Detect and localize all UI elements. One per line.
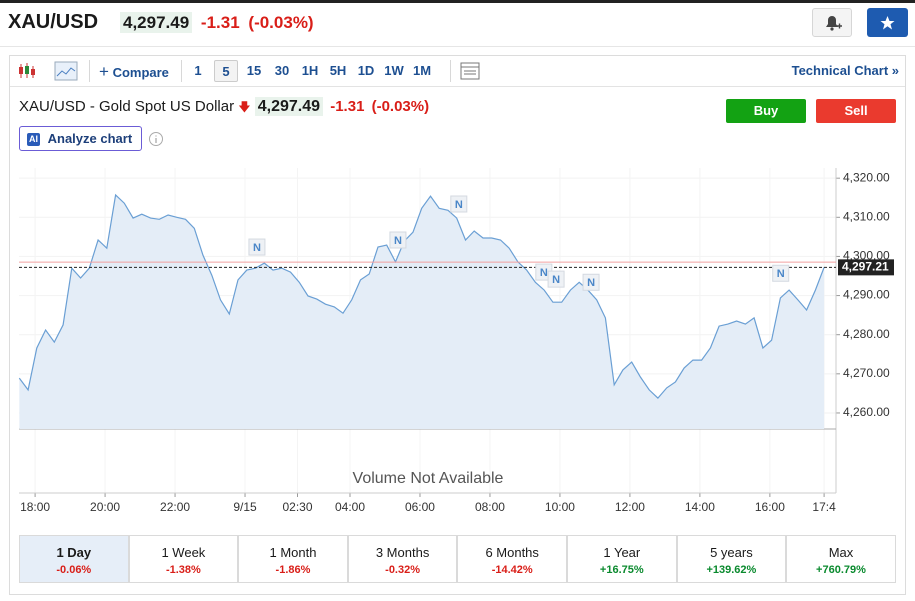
analyze-chart-button[interactable]: AI Analyze chart bbox=[19, 126, 142, 151]
analyze-label: Analyze chart bbox=[47, 131, 133, 146]
chart-panel bbox=[9, 55, 906, 595]
separator bbox=[89, 60, 90, 82]
period-label: 1 Year bbox=[603, 545, 641, 560]
period-cell[interactable]: 1 Day -0.06% bbox=[19, 535, 129, 583]
change: -1.31 bbox=[200, 13, 240, 32]
sell-button[interactable]: Sell bbox=[816, 99, 896, 123]
period-label: 1 Day bbox=[56, 545, 92, 560]
period-change: +760.79% bbox=[816, 564, 866, 576]
period-cell[interactable]: 1 Year +16.75% bbox=[567, 535, 677, 583]
symbol: XAU/USD bbox=[8, 11, 99, 33]
table-icon[interactable] bbox=[459, 61, 481, 81]
period-change: -0.06% bbox=[56, 564, 92, 576]
watchlist-button[interactable] bbox=[867, 8, 908, 37]
period-cell[interactable]: Max +760.79% bbox=[786, 535, 896, 583]
divider bbox=[0, 46, 915, 47]
area-icon[interactable] bbox=[54, 61, 78, 81]
interval-button[interactable]: 30 bbox=[274, 63, 290, 78]
change-percent: (-0.03%) bbox=[248, 13, 314, 32]
period-change: -14.42% bbox=[491, 564, 533, 576]
divider bbox=[10, 86, 905, 87]
instrument-name: XAU/USD - Gold Spot US Dollar bbox=[19, 98, 235, 115]
period-label: 3 Months bbox=[375, 545, 430, 560]
period-label: 5 years bbox=[710, 545, 753, 560]
interval-button[interactable]: 1H bbox=[301, 63, 319, 78]
period-label: Max bbox=[828, 545, 854, 560]
period-change: -1.38% bbox=[165, 564, 201, 576]
period-cell[interactable]: 5 years +139.62% bbox=[676, 535, 787, 583]
candle-icon[interactable] bbox=[17, 61, 41, 81]
separator bbox=[181, 60, 182, 82]
info-icon[interactable] bbox=[148, 131, 164, 147]
interval-button[interactable]: 1D bbox=[357, 63, 375, 78]
interval-button[interactable]: 15 bbox=[246, 63, 262, 78]
compare-button[interactable]: + Compare bbox=[99, 62, 169, 81]
ai-badge: AI bbox=[27, 133, 40, 146]
top-bar bbox=[0, 0, 915, 3]
separator bbox=[450, 60, 451, 82]
bell-icon bbox=[826, 16, 842, 31]
period-cell[interactable]: 1 Week -1.38% bbox=[128, 535, 239, 583]
period-change: -0.32% bbox=[385, 564, 421, 576]
instrument-line: XAU/USD - Gold Spot US Dollar 🡇 4,297.49… bbox=[19, 97, 430, 119]
period-cell[interactable]: 6 Months -14.42% bbox=[457, 535, 567, 583]
period-change: +16.75% bbox=[599, 564, 644, 576]
instrument-change-percent: (-0.03%) bbox=[371, 98, 430, 115]
down-arrow: 🡇 bbox=[238, 100, 251, 114]
alert-button[interactable] bbox=[812, 8, 852, 37]
instrument-price: 4,297.49 bbox=[254, 97, 324, 116]
instrument-change: -1.31 bbox=[330, 98, 365, 115]
period-label: 1 Week bbox=[161, 545, 206, 560]
price: 4,297.49 bbox=[120, 12, 193, 33]
header-quote: 4,297.49 -1.31 (-0.03%) bbox=[120, 12, 314, 33]
period-change: -1.86% bbox=[275, 564, 311, 576]
period-label: 6 Months bbox=[485, 545, 539, 560]
interval-button[interactable]: 1 bbox=[194, 63, 202, 78]
buy-button[interactable]: Buy bbox=[726, 99, 806, 123]
interval-button[interactable]: 1W bbox=[384, 63, 404, 78]
compare-label: Compare bbox=[112, 65, 169, 80]
period-cell[interactable]: 1 Month -1.86% bbox=[238, 535, 348, 583]
period-cell[interactable]: 3 Months -0.32% bbox=[347, 535, 458, 583]
interval-button[interactable]: 5H bbox=[329, 63, 347, 78]
period-label: 1 Month bbox=[269, 545, 317, 560]
interval-button[interactable]: 5 bbox=[214, 60, 238, 82]
star-icon bbox=[880, 16, 895, 30]
period-change: +139.62% bbox=[706, 564, 757, 576]
technical-chart-link[interactable]: Technical Chart » bbox=[791, 63, 899, 78]
interval-button[interactable]: 1M bbox=[412, 63, 432, 78]
